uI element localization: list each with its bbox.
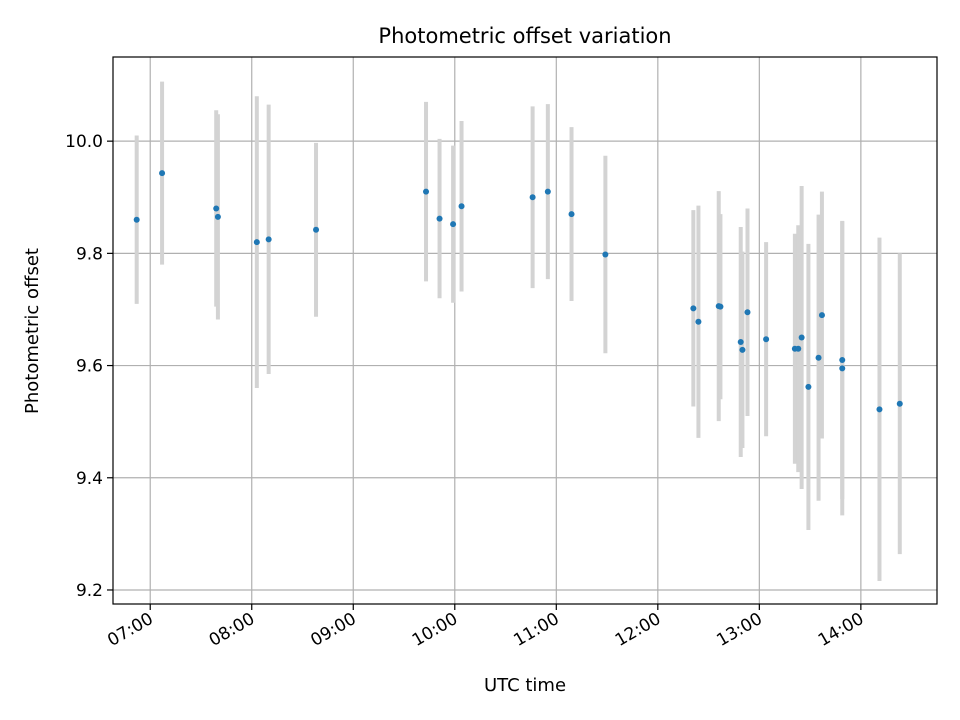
data-point <box>213 205 220 212</box>
data-point <box>436 215 443 222</box>
data-point <box>739 346 746 353</box>
data-point <box>423 188 430 195</box>
plot-frame <box>112 56 938 605</box>
y-tick-label: 9.2 <box>76 581 103 601</box>
data-point <box>690 305 697 312</box>
data-point <box>818 312 825 319</box>
data-point <box>815 354 822 361</box>
data-point <box>253 239 260 246</box>
data-point <box>896 400 903 407</box>
data-point <box>265 236 272 243</box>
data-point <box>568 211 575 218</box>
y-tick-label: 9.6 <box>76 357 103 377</box>
data-point <box>876 406 883 413</box>
plot-background <box>113 57 937 604</box>
data-point <box>798 334 805 341</box>
data-points <box>133 170 903 413</box>
data-point <box>737 339 744 346</box>
data-point <box>458 203 465 210</box>
data-point <box>744 309 751 316</box>
y-axis-label: Photometric offset <box>22 248 43 414</box>
y-tick-label: 9.4 <box>76 469 103 489</box>
y-tick-label: 10.0 <box>65 132 103 152</box>
data-point <box>695 318 702 325</box>
data-point <box>450 221 457 228</box>
data-point <box>529 194 536 201</box>
data-point <box>159 170 166 177</box>
data-point <box>795 345 802 352</box>
data-point <box>763 336 770 343</box>
data-point <box>544 188 551 195</box>
y-axis-ticks: 9.2 9.4 9.6 9.8 10.0 <box>65 132 113 601</box>
chart-title: Photometric offset variation <box>378 24 671 48</box>
data-point <box>133 216 140 223</box>
y-tick-label: 9.8 <box>76 244 103 264</box>
x-axis-label: UTC time <box>484 675 566 696</box>
data-point <box>839 356 846 363</box>
data-point <box>214 213 221 220</box>
data-point <box>805 383 812 390</box>
data-point <box>839 365 846 372</box>
data-point <box>313 226 320 233</box>
data-point <box>602 251 609 258</box>
data-point <box>717 303 724 310</box>
